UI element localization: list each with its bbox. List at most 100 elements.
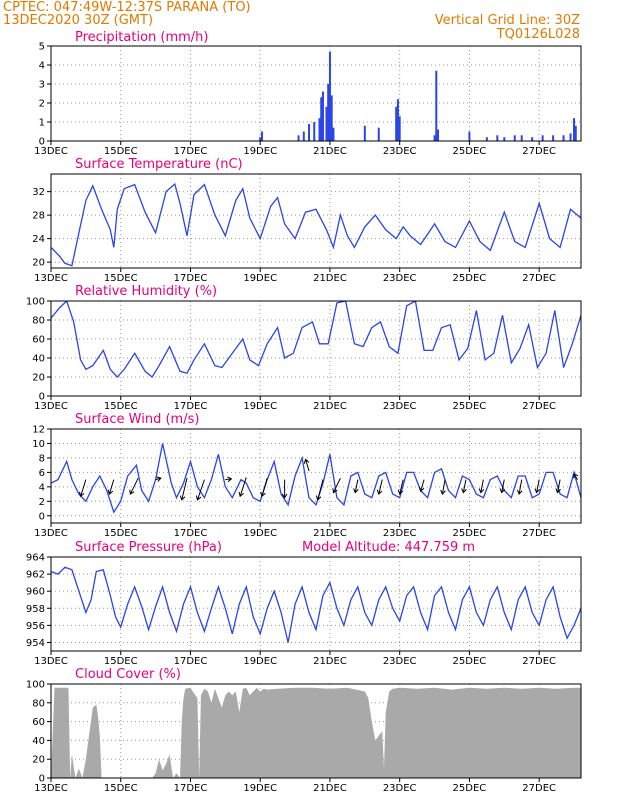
precipitation-xtick-label: 19DEC bbox=[243, 146, 277, 157]
precip-bar bbox=[468, 131, 471, 141]
wind-arrow bbox=[501, 479, 505, 493]
wind-xtick-label: 23DEC bbox=[383, 528, 417, 539]
precip-bar bbox=[552, 135, 555, 141]
wind-arrow bbox=[317, 479, 324, 500]
wind-ytick-label: 12 bbox=[32, 425, 45, 436]
wind-arrow-head bbox=[499, 488, 506, 494]
header-model-id: TQ0126L028 bbox=[496, 27, 580, 42]
wind-arrow bbox=[573, 473, 578, 480]
pressure-ytick-label: 954 bbox=[26, 638, 45, 649]
wind-arrow bbox=[354, 479, 359, 493]
humidity-xtick-label: 23DEC bbox=[383, 401, 417, 412]
wind-ytick-label: 6 bbox=[39, 468, 45, 479]
wind-arrow-head bbox=[376, 489, 383, 495]
precip-bar bbox=[398, 116, 401, 141]
precipitation-series bbox=[259, 51, 577, 141]
wind-ytick-label: 4 bbox=[39, 482, 45, 493]
wind-xtick-label: 27DEC bbox=[522, 528, 556, 539]
pressure-ytick-label: 958 bbox=[26, 604, 45, 615]
wind-ytick-label: 10 bbox=[32, 439, 45, 450]
cloud-cover-xtick-label: 17DEC bbox=[174, 783, 208, 794]
humidity-line bbox=[51, 301, 581, 378]
temperature-xtick-label: 15DEC bbox=[104, 273, 138, 284]
wind-arrow-head bbox=[315, 495, 322, 501]
temperature-xtick-label: 25DEC bbox=[453, 273, 487, 284]
temperature-panel: 20 24 28 32 13DEC 15DEC 17DEC 19DEC 21DEC 23DEC 25… bbox=[32, 157, 582, 284]
wind-arrow-head bbox=[418, 486, 425, 493]
wind-arrow-head bbox=[156, 476, 162, 482]
humidity-xtick-label: 13DEC bbox=[34, 401, 68, 412]
precip-bar bbox=[485, 137, 488, 141]
humidity-xtick-label: 15DEC bbox=[104, 401, 138, 412]
precip-bar bbox=[302, 131, 305, 141]
wind-arrow bbox=[399, 479, 404, 495]
precip-bar bbox=[569, 133, 572, 141]
wind-arrow bbox=[556, 479, 561, 493]
pressure-xtick-label: 15DEC bbox=[104, 656, 138, 667]
wind-arrow bbox=[441, 479, 446, 495]
wind-arrow-head bbox=[516, 489, 523, 495]
cloud-cover-xtick-label: 19DEC bbox=[243, 783, 277, 794]
pressure-xtick-label: 23DEC bbox=[383, 656, 417, 667]
temperature-xtick-label: 19DEC bbox=[243, 273, 277, 284]
humidity-title: Relative Humidity (%) bbox=[75, 284, 217, 299]
cloud-cover-frame bbox=[50, 683, 582, 779]
humidity-ytick-label: 40 bbox=[32, 354, 45, 365]
wind-arrow bbox=[181, 478, 188, 500]
precip-bar bbox=[328, 51, 331, 141]
wind-arrow-head bbox=[129, 489, 135, 495]
pressure-series bbox=[51, 566, 581, 643]
wind-arrow-head bbox=[107, 489, 114, 495]
wind-arrow bbox=[378, 479, 383, 495]
header-station: CPTEC: 047:49W-12:37S PARANA (TO) bbox=[3, 0, 251, 15]
temperature-xtick-label: 21DEC bbox=[313, 273, 347, 284]
pressure-panel: 954 956 958 960 962 964 13DEC 15DEC 17DEC 19DEC 21… bbox=[26, 540, 582, 667]
wind-xtick-label: 13DEC bbox=[34, 528, 68, 539]
precip-bar bbox=[259, 137, 262, 141]
precipitation-xtick-label: 17DEC bbox=[174, 146, 208, 157]
wind-arrow-head bbox=[534, 488, 541, 494]
cloud-cover-ytick-label: 40 bbox=[32, 736, 45, 747]
pressure-xtick-label: 19DEC bbox=[243, 656, 277, 667]
precip-bar bbox=[332, 127, 335, 141]
wind-arrow-head bbox=[303, 458, 310, 464]
precipitation-xtick-label: 27DEC bbox=[522, 146, 556, 157]
humidity-xtick-label: 17DEC bbox=[174, 401, 208, 412]
precipitation-ytick-label: 2 bbox=[39, 99, 45, 110]
precip-bar bbox=[327, 84, 330, 141]
wind-arrow bbox=[129, 477, 139, 495]
cloud-cover-ytick-label: 80 bbox=[32, 698, 45, 709]
pressure-ytick-label: 960 bbox=[26, 587, 45, 598]
cloud-cover-xtick-label: 13DEC bbox=[34, 783, 68, 794]
precip-bar bbox=[573, 118, 576, 141]
pressure-extra-label: Model Altitude: 447.759 m bbox=[302, 540, 475, 555]
humidity-series bbox=[51, 301, 581, 378]
header-date: 13DEC2020 30Z (GMT) bbox=[3, 13, 153, 28]
wind-arrow bbox=[536, 479, 540, 493]
precip-bar bbox=[363, 125, 366, 141]
precipitation-xtick-label: 23DEC bbox=[383, 146, 417, 157]
precip-bar bbox=[437, 129, 440, 141]
precipitation-frame bbox=[50, 45, 582, 142]
temperature-ytick-label: 28 bbox=[32, 211, 45, 222]
precip-bar bbox=[520, 135, 523, 141]
precip-bar bbox=[541, 135, 544, 141]
precipitation-xtick-label: 21DEC bbox=[313, 146, 347, 157]
wind-arrow-head bbox=[195, 495, 202, 501]
cloud-cover-series bbox=[51, 687, 581, 778]
wind-arrow bbox=[480, 479, 484, 493]
wind-arrow-head bbox=[573, 473, 579, 479]
temperature-ytick-label: 20 bbox=[32, 258, 45, 269]
precip-bar bbox=[562, 135, 565, 141]
cloud-cover-panel: 0 20 40 60 80 100 13DEC 15DEC 17DEC 19DEC 21DEC 23D… bbox=[26, 667, 582, 794]
wind-frame bbox=[50, 428, 582, 524]
temperature-line bbox=[51, 182, 581, 267]
wind-arrow bbox=[80, 479, 87, 497]
wind-ytick-label: 8 bbox=[39, 453, 45, 464]
temperature-xtick-label: 13DEC bbox=[34, 273, 68, 284]
precip-bar bbox=[377, 127, 380, 141]
pressure-xtick-label: 27DEC bbox=[522, 656, 556, 667]
wind-xtick-label: 17DEC bbox=[174, 528, 208, 539]
